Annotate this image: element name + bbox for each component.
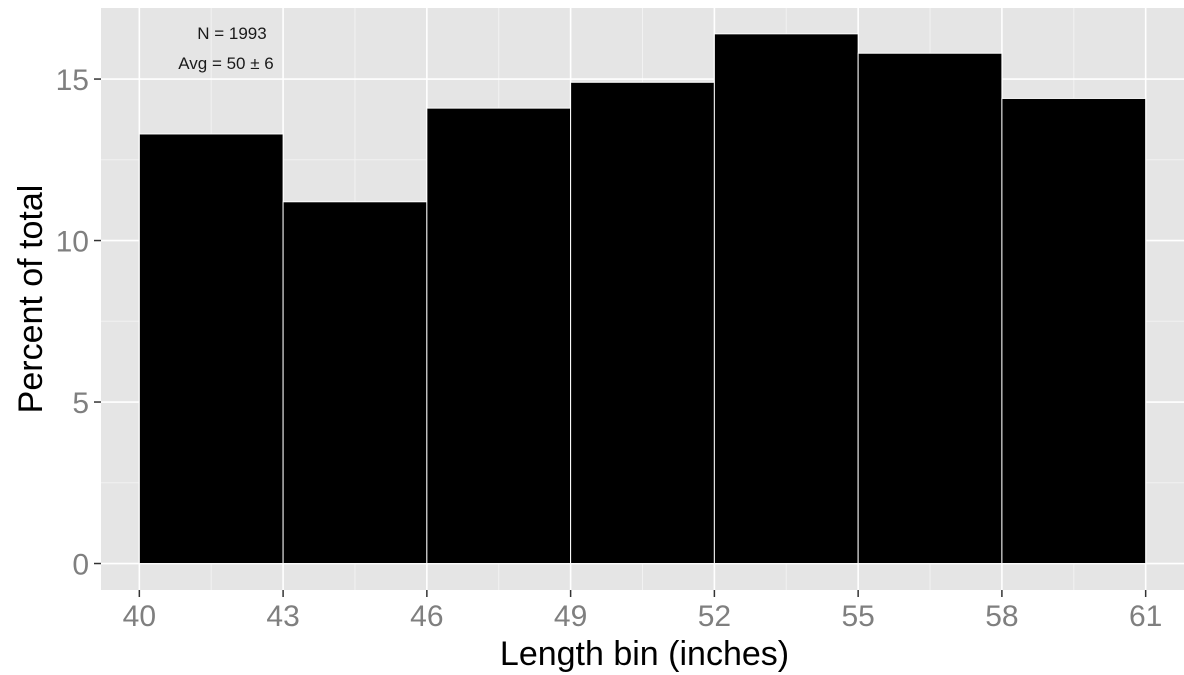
bars bbox=[138, 33, 1147, 565]
x-tick-label: 40 bbox=[123, 600, 156, 633]
annotation-average: Avg = 50 ± 6 bbox=[178, 54, 274, 73]
x-tick-label: 61 bbox=[1129, 600, 1162, 633]
y-tick-labels: 0 5 10 15 bbox=[56, 64, 89, 581]
histogram-bar bbox=[857, 52, 1003, 565]
histogram-bar bbox=[713, 33, 859, 565]
y-axis-title: Percent of total bbox=[12, 185, 50, 414]
x-tick-label: 55 bbox=[841, 600, 874, 633]
x-axis-title: Length bin (inches) bbox=[500, 635, 789, 673]
histogram-bar bbox=[1001, 97, 1147, 565]
x-tick-label: 43 bbox=[266, 600, 299, 633]
y-tick-label: 10 bbox=[56, 226, 89, 259]
x-tick-labels: 40 43 46 49 52 55 58 61 bbox=[123, 600, 1163, 633]
x-tick-label: 46 bbox=[410, 600, 443, 633]
histogram-bar bbox=[282, 201, 428, 565]
x-tick-label: 49 bbox=[554, 600, 587, 633]
x-tick-label: 58 bbox=[985, 600, 1018, 633]
axis-ticks bbox=[94, 78, 1147, 597]
y-tick-label: 5 bbox=[72, 387, 89, 420]
y-tick-label: 15 bbox=[56, 64, 89, 97]
histogram-bar bbox=[138, 133, 284, 565]
histogram-bar bbox=[570, 81, 715, 565]
y-tick-label: 0 bbox=[72, 549, 89, 582]
histogram-bar bbox=[426, 107, 572, 565]
x-tick-label: 52 bbox=[698, 600, 731, 633]
annotation-sample-size: N = 1993 bbox=[197, 24, 266, 43]
